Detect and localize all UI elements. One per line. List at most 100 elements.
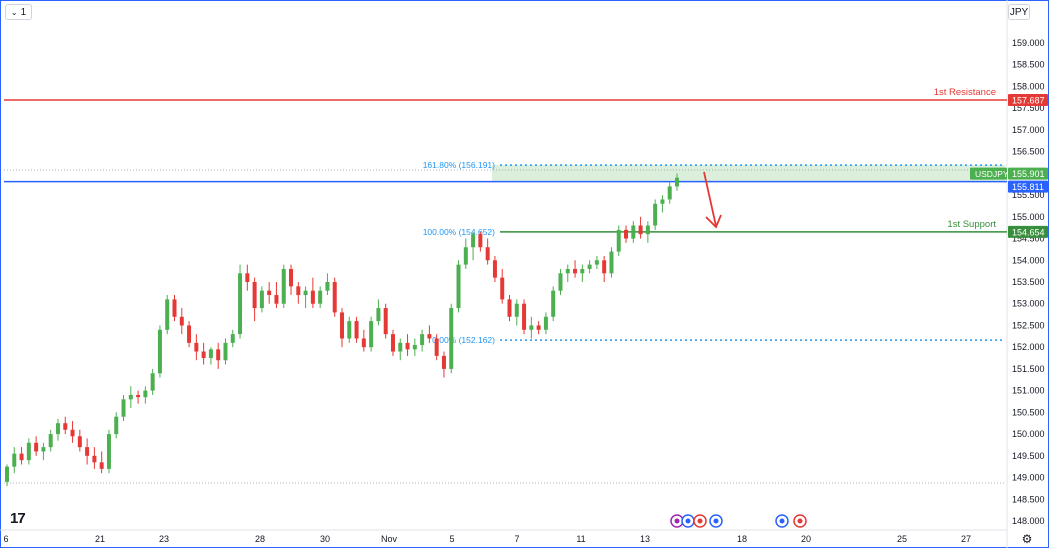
candle-body xyxy=(187,325,192,343)
candle-body xyxy=(310,290,315,304)
price-tick-label: 152.500 xyxy=(1012,320,1045,330)
candle-body xyxy=(405,342,410,350)
price-tick-label: 158.500 xyxy=(1012,60,1045,70)
last-price-tag-bg xyxy=(1008,167,1048,180)
fib-label: 161.80% (156.191) xyxy=(423,160,495,170)
interval-label: 1 xyxy=(20,6,27,18)
time-tick-label: 30 xyxy=(320,534,330,544)
candle-body xyxy=(289,268,294,287)
support-value-tag-bg xyxy=(1008,225,1048,238)
candle-body xyxy=(340,312,344,339)
candle-body xyxy=(456,264,461,309)
candle-body xyxy=(70,429,75,437)
price-line-tag: 155.811 xyxy=(1012,182,1044,192)
candle-body xyxy=(500,277,505,300)
time-tick-label: 7 xyxy=(514,534,519,544)
candle-body xyxy=(441,355,446,369)
candle-body xyxy=(259,290,264,309)
price-tick-label: 151.000 xyxy=(1012,386,1045,396)
candle-body xyxy=(660,199,665,204)
candle-body xyxy=(172,299,177,317)
candle-body xyxy=(675,177,679,187)
candle-body xyxy=(5,466,9,482)
time-tick-label: 28 xyxy=(255,534,265,544)
last-price-tag: 155.901 xyxy=(1012,169,1045,179)
price-tick-label: 154.000 xyxy=(1012,255,1045,265)
candle-body xyxy=(296,286,301,296)
event-flag-dot xyxy=(713,518,719,524)
price-tick-label: 150.000 xyxy=(1012,429,1045,439)
candle-body xyxy=(565,268,570,274)
candle-body xyxy=(529,325,534,330)
candle-body xyxy=(522,303,527,330)
candle-body xyxy=(85,447,90,456)
gear-icon[interactable]: ⚙ xyxy=(1021,532,1033,546)
resistance-value-tag: 157.687 xyxy=(1012,96,1045,106)
time-tick-label: 5 xyxy=(449,534,454,544)
candle-body xyxy=(201,351,206,359)
currency-label: JPY xyxy=(1009,6,1029,18)
candle-body xyxy=(136,394,141,398)
price-tick-label: 155.500 xyxy=(1012,190,1045,200)
candle-body xyxy=(638,225,643,235)
candle-body xyxy=(551,290,556,317)
candle-body xyxy=(645,225,650,235)
price-tick-label: 148.000 xyxy=(1012,516,1045,526)
candle-body xyxy=(471,234,476,248)
candle-body xyxy=(165,299,170,330)
candle-body xyxy=(478,234,483,248)
candle-body xyxy=(114,416,119,435)
price-tick-label: 153.000 xyxy=(1012,299,1045,309)
candle-body xyxy=(449,308,454,369)
interval-selector[interactable]: ⌄ 1 xyxy=(5,4,32,20)
logo-text: 17 xyxy=(10,510,26,527)
event-flag-dot xyxy=(797,518,803,524)
price-tick-label: 155.000 xyxy=(1012,212,1045,222)
event-flag-dot xyxy=(779,518,785,524)
candle-body xyxy=(369,321,374,348)
fib-label: 100.00% (154.652) xyxy=(423,227,495,237)
candle-body xyxy=(238,273,243,335)
price-tick-label: 149.000 xyxy=(1012,473,1045,483)
candle-body xyxy=(587,264,592,269)
candle-body xyxy=(376,308,381,322)
price-line-tag-bg xyxy=(1008,180,1048,193)
support-value-tag: 154.654 xyxy=(1012,227,1045,237)
candle-body xyxy=(383,308,388,335)
candle-body xyxy=(594,260,599,265)
event-flag-dot xyxy=(685,518,691,524)
candle-body xyxy=(427,334,432,339)
candle-body xyxy=(580,268,585,274)
resistance-label: 1st Resistance xyxy=(934,87,996,98)
candle-body xyxy=(398,342,403,352)
candle-body xyxy=(624,229,629,239)
time-tick-label: 6 xyxy=(3,534,8,544)
candle-body xyxy=(318,290,323,304)
candle-body xyxy=(179,316,184,326)
candle-body xyxy=(106,434,111,469)
candle-body xyxy=(361,338,366,348)
time-tick-label: Nov xyxy=(381,534,398,544)
price-tick-label: 154.500 xyxy=(1012,234,1045,244)
time-tick-label: 21 xyxy=(95,534,105,544)
candle-body xyxy=(347,321,352,339)
price-tick-label: 148.500 xyxy=(1012,494,1045,504)
price-tick-label: 153.500 xyxy=(1012,277,1045,287)
chevron-down-icon: ⌄ xyxy=(10,7,18,17)
candle-body xyxy=(26,442,31,461)
candle-body xyxy=(492,260,497,278)
candle-body xyxy=(19,453,24,461)
currency-selector[interactable]: JPY xyxy=(1008,4,1030,20)
price-tick-label: 157.000 xyxy=(1012,125,1045,135)
candle-body xyxy=(616,229,621,252)
price-tick-label: 158.000 xyxy=(1012,81,1045,91)
candle-body xyxy=(223,342,228,361)
candle-body xyxy=(412,345,417,350)
candle-body xyxy=(216,349,221,361)
price-tick-label: 159.000 xyxy=(1012,38,1045,48)
candle-body xyxy=(274,295,279,304)
candle-body xyxy=(667,186,672,200)
price-tick-label: 152.000 xyxy=(1012,342,1045,352)
candle-body xyxy=(157,329,162,374)
